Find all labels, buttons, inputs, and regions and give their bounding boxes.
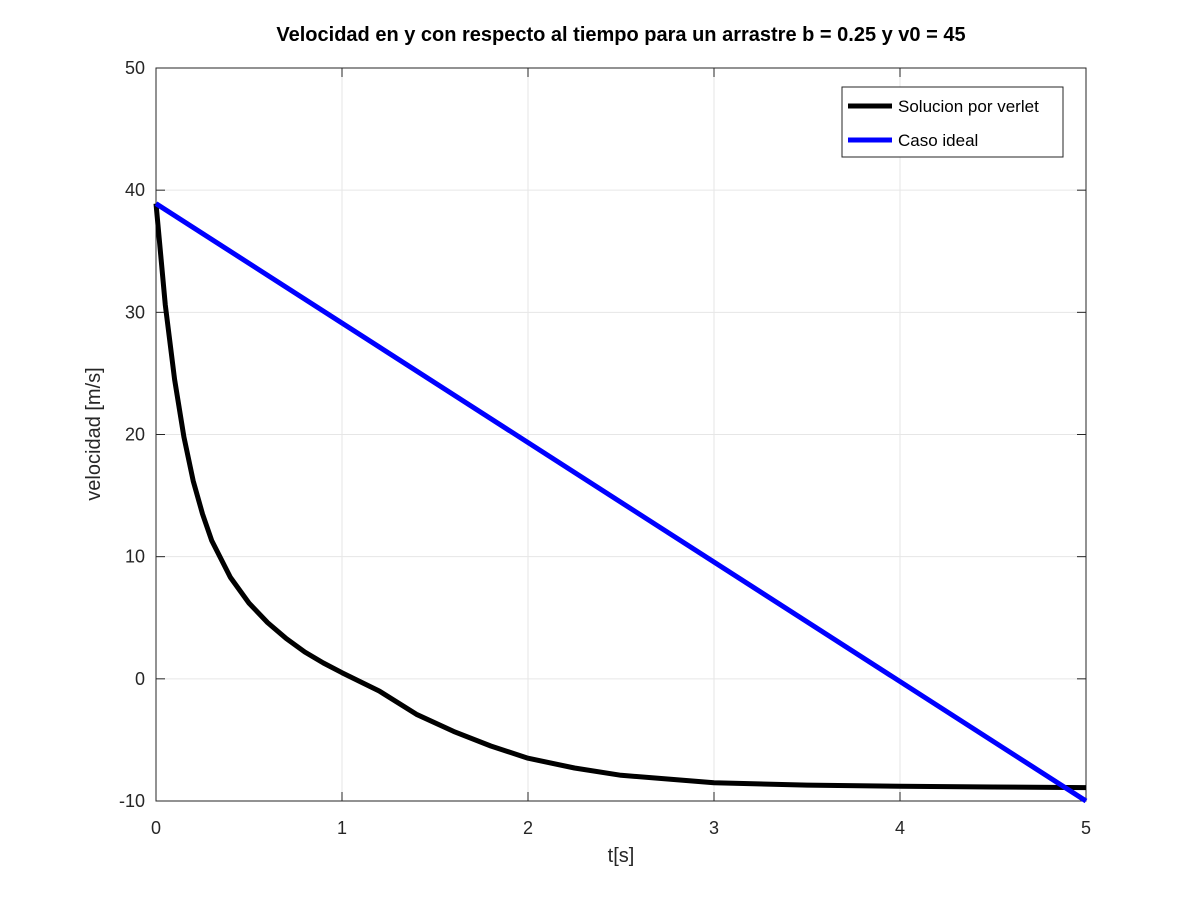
y-tick-label: 40 <box>125 180 145 200</box>
grid <box>155 67 1087 802</box>
legend-box <box>841 86 1064 158</box>
series-layer <box>153 201 1088 804</box>
y-axis-label: velocidad [m/s] <box>83 367 105 500</box>
y-tick-label: 20 <box>125 425 145 445</box>
legend: Solucion por verlet Caso ideal <box>841 86 1064 158</box>
legend-label-solucion-por-verlet: Solucion por verlet <box>898 97 1039 116</box>
y-tick-label: 0 <box>135 669 145 689</box>
chart-title: Velocidad en y con respecto al tiempo pa… <box>276 24 965 46</box>
x-tick-label: 5 <box>1081 818 1091 838</box>
y-tick-label: 30 <box>125 302 145 322</box>
y-tick-label: 50 <box>125 58 145 78</box>
x-tick-label: 2 <box>523 818 533 838</box>
x-tick-label: 1 <box>337 818 347 838</box>
x-tick-label: 0 <box>151 818 161 838</box>
y-axis-tick-labels: -10 0 10 20 30 40 50 <box>119 58 145 811</box>
y-tick-label: 10 <box>125 547 145 567</box>
x-axis-label: t[s] <box>608 845 635 867</box>
y-tick-label: -10 <box>119 791 145 811</box>
series-line-solucion-por-verlet <box>153 203 1087 791</box>
series-line-caso-ideal <box>154 201 1088 804</box>
x-tick-label: 3 <box>709 818 719 838</box>
x-tick-label: 4 <box>895 818 905 838</box>
x-axis-tick-labels: 0 1 2 3 4 5 <box>151 818 1091 838</box>
legend-label-caso-ideal: Caso ideal <box>898 131 978 150</box>
